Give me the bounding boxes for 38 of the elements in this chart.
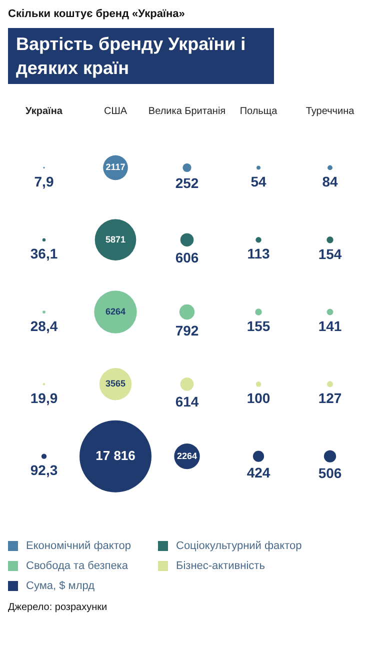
text: Джерело: розрахунки <box>8 602 108 613</box>
data-label: 84 <box>322 174 338 190</box>
data-label: 155 <box>246 318 270 334</box>
data-label: 141 <box>318 318 342 334</box>
data-label: 154 <box>318 246 342 262</box>
data-label: 100 <box>246 390 270 406</box>
data-label: 113 <box>247 246 270 262</box>
data-label: 19,9 <box>30 390 58 406</box>
legend-label: Соціокультурний фактор <box>176 540 302 552</box>
data-label: 424 <box>246 464 270 481</box>
data-label: 3565 <box>105 378 126 389</box>
data-label: 28,4 <box>30 318 58 334</box>
category-label: Польща <box>240 106 278 117</box>
legend-label: Бізнес-активність <box>176 560 265 572</box>
data-label: 54 <box>250 174 266 190</box>
data-label: 2117 <box>106 162 126 172</box>
data-label: 6264 <box>105 306 126 316</box>
category-label: Україна <box>26 106 63 117</box>
category-label: Туреччина <box>306 106 355 117</box>
text: Вартість бренду України і деяких країн <box>8 28 274 84</box>
category-label: США <box>104 106 128 117</box>
data-label: 127 <box>318 390 342 406</box>
data-label: 252 <box>175 174 199 191</box>
data-label: 7,9 <box>34 174 54 190</box>
legend-label: Сума, $ млрд <box>26 580 95 592</box>
data-label: 606 <box>175 249 199 266</box>
category-label: Велика Британія <box>148 106 226 117</box>
data-label: 5871 <box>105 234 126 244</box>
data-label: 2264 <box>176 450 198 461</box>
data-label: 17 816 <box>96 448 136 463</box>
legend-label: Свобода та безпека <box>26 560 128 572</box>
data-label: 614 <box>175 394 199 410</box>
data-label: 36,1 <box>30 246 58 262</box>
legend-label: Економічний фактор <box>26 540 131 552</box>
data-label: 92,3 <box>30 462 58 478</box>
data-label: 506 <box>318 465 342 482</box>
text: Скільки коштує бренд «Україна» <box>8 8 186 20</box>
data-label: 792 <box>175 322 199 338</box>
